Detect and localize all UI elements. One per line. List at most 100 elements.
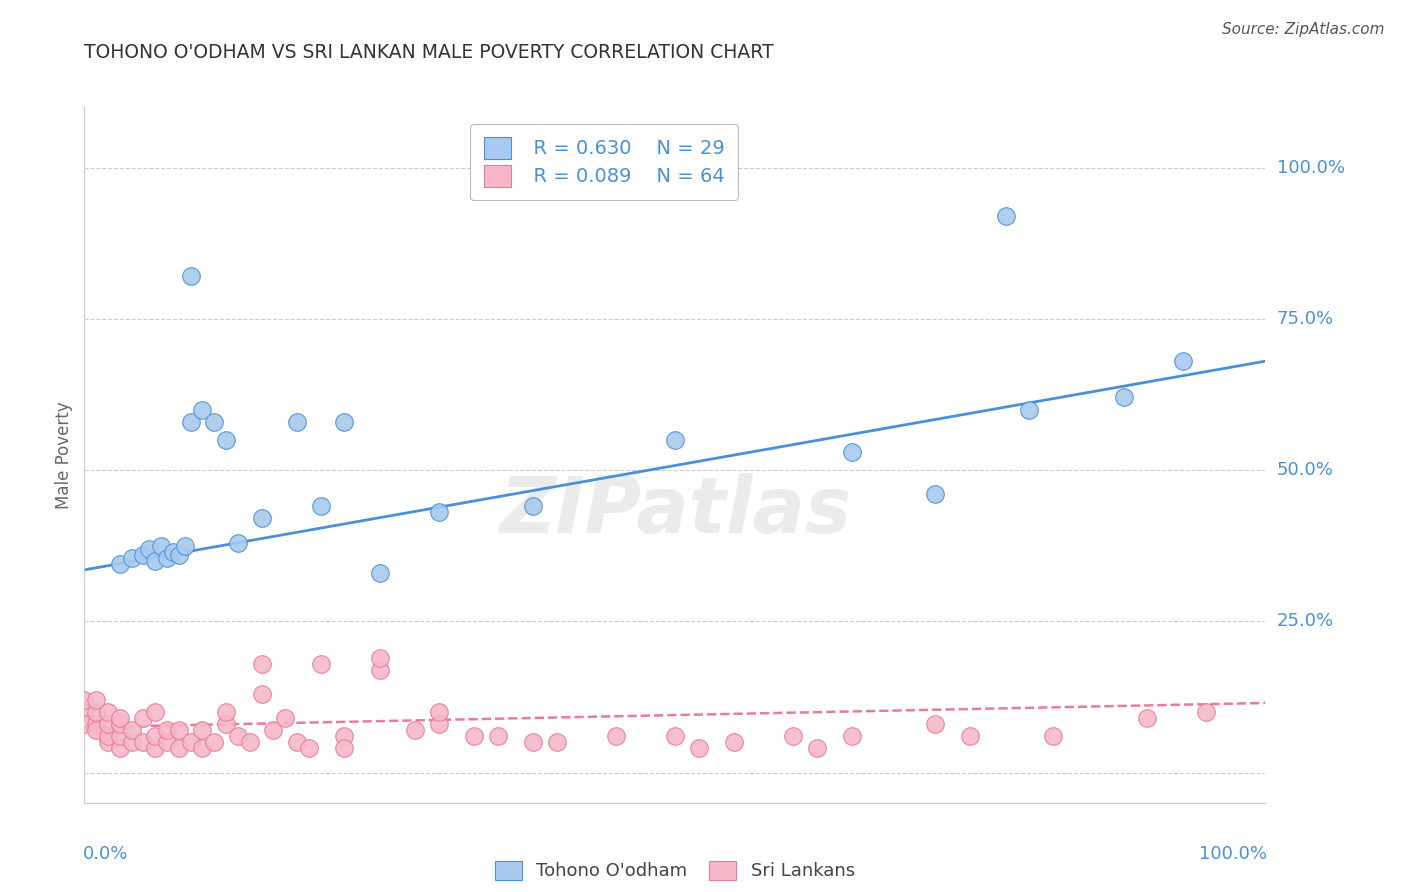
Point	[97, 717, 120, 731]
Text: Source: ZipAtlas.com: Source: ZipAtlas.com	[1222, 22, 1385, 37]
Point	[250, 657, 273, 671]
Point	[143, 705, 166, 719]
Point	[143, 729, 166, 743]
Point	[522, 735, 544, 749]
Point	[156, 550, 179, 565]
Point	[427, 705, 450, 719]
Point	[180, 735, 202, 749]
Text: 100.0%: 100.0%	[1277, 159, 1344, 177]
Legend: Tohono O'odham, Sri Lankans: Tohono O'odham, Sri Lankans	[488, 854, 862, 888]
Text: ZIPatlas: ZIPatlas	[499, 473, 851, 549]
Point	[841, 729, 863, 743]
Point	[84, 705, 107, 719]
Point	[191, 741, 214, 756]
Point	[132, 548, 155, 562]
Point	[994, 209, 1017, 223]
Point	[723, 735, 745, 749]
Point	[1018, 402, 1040, 417]
Point	[1042, 729, 1064, 743]
Point	[333, 729, 356, 743]
Point	[841, 445, 863, 459]
Point	[97, 735, 120, 749]
Point	[143, 741, 166, 756]
Point	[309, 657, 332, 671]
Point	[132, 711, 155, 725]
Text: 25.0%: 25.0%	[1277, 612, 1334, 631]
Point	[202, 735, 225, 749]
Point	[1171, 354, 1194, 368]
Point	[132, 735, 155, 749]
Point	[156, 723, 179, 738]
Point	[486, 729, 509, 743]
Text: 75.0%: 75.0%	[1277, 310, 1334, 327]
Text: TOHONO O'ODHAM VS SRI LANKAN MALE POVERTY CORRELATION CHART: TOHONO O'ODHAM VS SRI LANKAN MALE POVERT…	[84, 44, 773, 62]
Point	[138, 541, 160, 556]
Point	[262, 723, 284, 738]
Point	[688, 741, 710, 756]
Point	[664, 729, 686, 743]
Point	[226, 729, 249, 743]
Point	[959, 729, 981, 743]
Point	[239, 735, 262, 749]
Point	[427, 717, 450, 731]
Point	[285, 415, 308, 429]
Point	[274, 711, 297, 725]
Point	[782, 729, 804, 743]
Point	[121, 550, 143, 565]
Point	[368, 650, 391, 665]
Point	[73, 705, 96, 719]
Point	[167, 723, 190, 738]
Point	[215, 433, 238, 447]
Point	[1112, 391, 1135, 405]
Point	[250, 687, 273, 701]
Point	[924, 717, 946, 731]
Point	[162, 545, 184, 559]
Point	[191, 723, 214, 738]
Point	[180, 269, 202, 284]
Point	[664, 433, 686, 447]
Point	[333, 741, 356, 756]
Point	[427, 505, 450, 519]
Point	[156, 735, 179, 749]
Point	[250, 511, 273, 525]
Point	[121, 723, 143, 738]
Point	[333, 415, 356, 429]
Point	[298, 741, 321, 756]
Point	[522, 500, 544, 514]
Point	[605, 729, 627, 743]
Point	[309, 500, 332, 514]
Point	[202, 415, 225, 429]
Point	[97, 705, 120, 719]
Point	[108, 711, 131, 725]
Point	[180, 415, 202, 429]
Point	[191, 402, 214, 417]
Point	[806, 741, 828, 756]
Point	[84, 717, 107, 731]
Point	[924, 487, 946, 501]
Point	[1195, 705, 1218, 719]
Point	[150, 539, 173, 553]
Point	[121, 735, 143, 749]
Point	[108, 717, 131, 731]
Point	[167, 548, 190, 562]
Point	[285, 735, 308, 749]
Text: 0.0%: 0.0%	[83, 845, 128, 863]
Point	[97, 729, 120, 743]
Point	[73, 693, 96, 707]
Text: 100.0%: 100.0%	[1198, 845, 1267, 863]
Point	[546, 735, 568, 749]
Point	[215, 705, 238, 719]
Point	[108, 741, 131, 756]
Point	[108, 557, 131, 571]
Y-axis label: Male Poverty: Male Poverty	[55, 401, 73, 508]
Point	[463, 729, 485, 743]
Point	[167, 741, 190, 756]
Point	[84, 693, 107, 707]
Point	[368, 566, 391, 580]
Point	[108, 729, 131, 743]
Text: 50.0%: 50.0%	[1277, 461, 1333, 479]
Point	[173, 539, 195, 553]
Point	[143, 554, 166, 568]
Point	[1136, 711, 1159, 725]
Point	[404, 723, 426, 738]
